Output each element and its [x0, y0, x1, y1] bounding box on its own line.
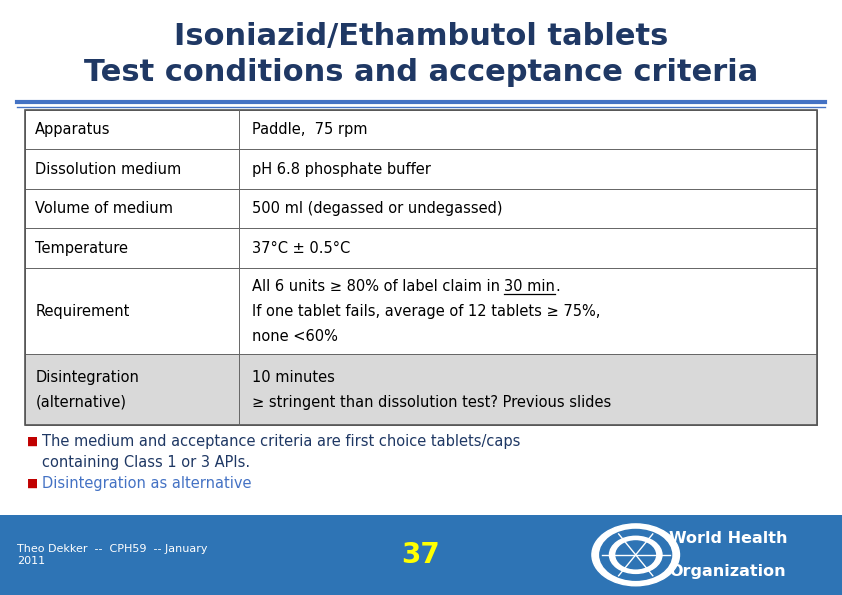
Bar	[25, 189, 817, 228]
Text: pH 6.8 phosphate buffer: pH 6.8 phosphate buffer	[252, 162, 430, 177]
Text: The medium and acceptance criteria are first choice tablets/caps: The medium and acceptance criteria are f…	[42, 434, 520, 449]
Text: .: .	[555, 278, 560, 293]
Bar	[25, 149, 817, 189]
Bar	[25, 110, 817, 425]
Text: none <60%: none <60%	[252, 328, 338, 343]
Text: Paddle,  75 rpm: Paddle, 75 rpm	[252, 123, 367, 137]
Text: Requirement: Requirement	[35, 303, 130, 318]
Bar	[25, 355, 817, 425]
Text: 500 ml (degassed or undegassed): 500 ml (degassed or undegassed)	[252, 201, 502, 216]
Circle shape	[592, 524, 679, 585]
Text: 37°C ± 0.5°C: 37°C ± 0.5°C	[252, 240, 349, 255]
Text: containing Class 1 or 3 APIs.: containing Class 1 or 3 APIs.	[42, 455, 250, 471]
Text: Temperature: Temperature	[35, 240, 128, 255]
Text: Volume of medium: Volume of medium	[35, 201, 173, 216]
Text: ≥ stringent than dissolution test? Previous slides: ≥ stringent than dissolution test? Previ…	[252, 395, 610, 410]
Text: Dissolution medium: Dissolution medium	[35, 162, 182, 177]
Text: 30 min: 30 min	[504, 278, 555, 293]
Bar	[25, 268, 817, 355]
Text: Disintegration: Disintegration	[35, 370, 139, 385]
Text: (alternative): (alternative)	[35, 395, 126, 410]
Bar	[0, 515, 842, 595]
Text: Theo Dekker  --  CPH59  -- January
2011: Theo Dekker -- CPH59 -- January 2011	[17, 544, 207, 566]
Text: Isoniazid/Ethambutol tablets: Isoniazid/Ethambutol tablets	[173, 23, 669, 51]
Text: World Health: World Health	[669, 531, 788, 546]
Text: Test conditions and acceptance criteria: Test conditions and acceptance criteria	[84, 58, 758, 87]
Text: If one tablet fails, average of 12 tablets ≥ 75%,: If one tablet fails, average of 12 table…	[252, 303, 600, 318]
Circle shape	[610, 536, 662, 574]
Text: All 6 units ≥ 80% of label claim in: All 6 units ≥ 80% of label claim in	[252, 278, 504, 293]
Circle shape	[600, 530, 672, 580]
Text: Organization: Organization	[669, 564, 786, 579]
Bar	[25, 228, 817, 268]
Text: 37: 37	[402, 541, 440, 569]
Circle shape	[616, 541, 655, 569]
Text: ■: ■	[27, 435, 38, 448]
Text: Disintegration as alternative: Disintegration as alternative	[42, 475, 252, 491]
Bar	[25, 110, 817, 149]
Text: 10 minutes: 10 minutes	[252, 370, 334, 385]
Text: Apparatus: Apparatus	[35, 123, 111, 137]
Text: ■: ■	[27, 477, 38, 490]
